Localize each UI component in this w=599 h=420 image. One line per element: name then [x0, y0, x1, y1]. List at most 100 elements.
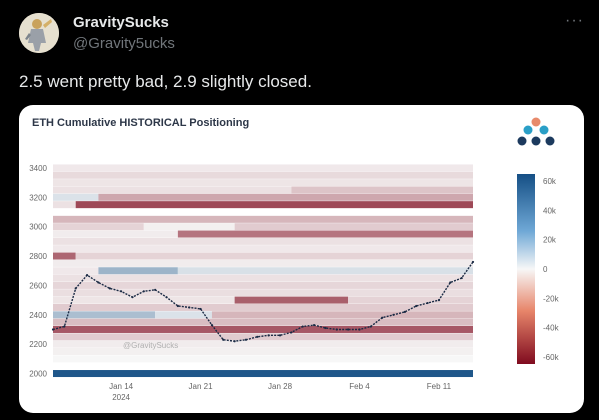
price-point [312, 323, 316, 327]
price-point [154, 288, 157, 291]
y-tick-label: 2600 [29, 281, 47, 290]
y-tick-label: 2800 [29, 252, 47, 261]
price-point [74, 287, 77, 290]
heatmap-band-2350 [53, 318, 473, 326]
heatmap-band-2450 [53, 303, 473, 311]
colorbar-tick-label: -20k [543, 294, 560, 303]
price-point [210, 323, 214, 327]
price-point [131, 296, 134, 299]
heatmap-band-2400 [155, 311, 212, 319]
colorbar [517, 174, 535, 364]
heatmap-band-2800 [75, 252, 473, 260]
heatmap-band-2650 [53, 274, 473, 282]
y-tick-label: 2000 [29, 370, 47, 379]
price-point [244, 338, 248, 341]
heatmap-band-3250 [291, 186, 473, 194]
heatmap-band-3000 [143, 223, 235, 231]
price-point [369, 325, 372, 328]
heatmap-band-2850 [53, 245, 473, 253]
tweet-text: 2.5 went pretty bad, 2.9 slightly closed… [19, 72, 312, 91]
heatmap-band-3000 [53, 223, 144, 231]
heatmap-band-3200 [53, 193, 99, 201]
price-point [199, 307, 202, 311]
heatmap-band-2950 [177, 230, 473, 238]
price-point [108, 287, 111, 290]
colorbar-tick-label: 0 [543, 265, 548, 274]
heatmap-band-2500 [234, 296, 349, 304]
colorbar-tick-label: 40k [543, 206, 557, 215]
more-icon[interactable]: ··· [565, 12, 584, 29]
price-point [267, 334, 270, 337]
heatmap-band-2950 [53, 230, 178, 238]
heatmap-band-2700 [53, 267, 99, 275]
price-point [278, 334, 282, 337]
heatmap-band-2800 [53, 252, 76, 260]
heatmap-band-2150 [53, 348, 473, 356]
x-tick-label: Jan 28 [268, 382, 293, 391]
heatmap-band-3300 [53, 179, 473, 187]
colorbar-tick-label: -60k [543, 353, 560, 362]
positioning-heatmap: 2000 2200 2400 2600 2800 3000 3200 3400 Jan 14 J… [29, 164, 560, 402]
avatar-figure-icon [19, 13, 59, 53]
author-handle[interactable]: @Gravity5ucks [73, 35, 175, 52]
heatmap-band-3400 [53, 164, 473, 172]
heatmap-band-2750 [53, 259, 473, 267]
price-point [403, 310, 406, 313]
price-point [97, 281, 100, 284]
price-point [51, 328, 55, 331]
price-point [471, 260, 475, 264]
price-point [120, 290, 123, 293]
heatmap-band-3150 [75, 201, 473, 209]
x-tick-label: Feb 11 [427, 382, 452, 391]
price-point [449, 281, 452, 284]
heatmap-band-3050 [53, 215, 473, 223]
y-tick-label: 2200 [29, 340, 47, 349]
heatmap-band-3000 [234, 223, 473, 231]
eth-price-line [52, 261, 474, 342]
price-point [392, 313, 395, 316]
price-point [426, 301, 429, 305]
heatmap-band-2600 [53, 281, 473, 289]
heatmap-band-2300 [53, 325, 473, 333]
price-point [85, 274, 89, 277]
colorbar-tick-label: 20k [543, 236, 557, 245]
price-point [381, 316, 384, 319]
x-tick-label: Jan 21 [189, 382, 214, 391]
heatmap-band-2500 [53, 296, 235, 304]
y-tick-label: 3000 [29, 223, 47, 232]
heatmap-band-3250 [53, 186, 292, 194]
price-point [437, 299, 441, 302]
x-tick-label: Jan 14 [109, 382, 134, 391]
y-tick-label: 3400 [29, 164, 47, 173]
price-point [460, 276, 463, 280]
brand-logo-icon [517, 117, 555, 146]
heatmap-band-2400 [211, 311, 473, 319]
heatmap-band-2550 [53, 289, 473, 297]
heatmap-band-3200 [98, 193, 474, 201]
avatar[interactable] [19, 13, 59, 53]
price-point [142, 290, 145, 293]
price-point [176, 304, 179, 308]
heatmap-band-2250 [53, 333, 473, 341]
heatmap-band-2200 [53, 340, 473, 348]
price-point [335, 328, 338, 331]
author-name[interactable]: GravitySucks [73, 14, 169, 31]
heatmap-band-2100 [53, 355, 473, 363]
price-point [301, 325, 304, 328]
price-point [324, 326, 327, 330]
y-tick-label: 2400 [29, 311, 47, 320]
price-point [290, 331, 293, 334]
chart-image-card[interactable]: ETH Cumulative HISTORICAL Positioning 20… [19, 105, 584, 413]
price-point [358, 328, 361, 331]
price-point [347, 328, 350, 331]
heatmap-band-3350 [53, 171, 473, 179]
colorbar-tick-label: -40k [543, 324, 560, 333]
watermark: @GravitySucks [123, 341, 179, 350]
heatmap-band-2700 [98, 267, 178, 275]
chart-title: ETH Cumulative HISTORICAL Positioning [32, 117, 250, 129]
heatmap-band-2900 [53, 237, 473, 245]
price-point [63, 325, 66, 328]
x-axis-year-label: 2024 [112, 393, 130, 402]
price-point [415, 304, 418, 308]
heatmap-band-2400 [53, 311, 156, 319]
